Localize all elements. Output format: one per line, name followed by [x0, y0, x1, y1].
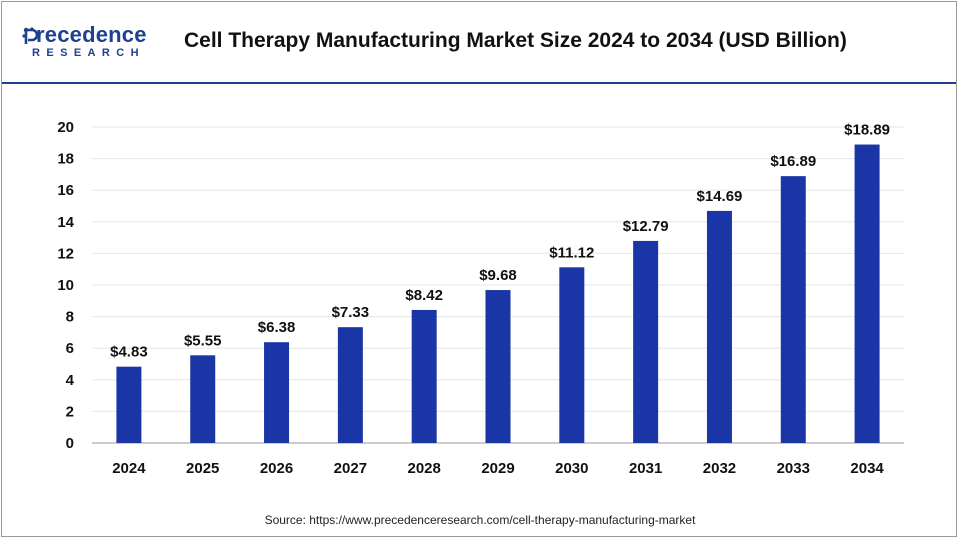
x-tick-label: 2024: [112, 460, 146, 477]
y-tick-label: 10: [57, 277, 74, 294]
data-label: $12.79: [623, 218, 669, 235]
bar: [116, 366, 142, 443]
x-tick-label: 2032: [703, 460, 736, 477]
logo-wordmark: recedence: [36, 22, 147, 47]
data-label: $6.38: [258, 319, 296, 336]
logo-subtitle: RESEARCH: [32, 47, 145, 59]
y-tick-label: 16: [57, 182, 74, 199]
x-tick-label: 2034: [850, 460, 884, 477]
x-tick-label: 2026: [260, 460, 293, 477]
header-bar: recedence RESEARCH Cell Therapy Manufact…: [2, 2, 956, 84]
data-label: $8.42: [405, 287, 443, 304]
bar: [706, 210, 732, 443]
chart-title: Cell Therapy Manufacturing Market Size 2…: [184, 29, 847, 52]
y-tick-label: 18: [57, 151, 74, 168]
logo-p-icon: [22, 27, 38, 44]
y-tick-label: 6: [66, 340, 74, 357]
y-tick-label: 12: [57, 245, 74, 262]
data-label: $16.89: [770, 153, 816, 170]
x-tick-label: 2028: [407, 460, 440, 477]
bar: [559, 267, 585, 443]
bar: [854, 144, 880, 443]
bar: [780, 176, 806, 443]
bar: [190, 355, 216, 443]
x-tick-label: 2027: [334, 460, 367, 477]
y-tick-label: 0: [66, 435, 74, 452]
bar: [337, 327, 363, 443]
bar-chart: 0 2 4 6 8 10 12 14 16 18 20 $4.83 2024 $5.55 2025 $6.38…: [57, 119, 904, 477]
x-tick-label: 2031: [629, 460, 662, 477]
bar: [633, 240, 659, 443]
x-tick-label: 2025: [186, 460, 219, 477]
x-tick-label: 2033: [777, 460, 810, 477]
data-label: $4.83: [110, 344, 148, 361]
data-label: $7.33: [332, 304, 370, 321]
y-tick-label: 4: [66, 372, 75, 389]
data-label: $5.55: [184, 332, 222, 349]
source-note: Source: https://www.precedenceresearch.c…: [264, 513, 696, 527]
y-tick-label: 14: [57, 214, 74, 231]
y-tick-label: 2: [66, 403, 74, 420]
x-tick-label: 2029: [481, 460, 514, 477]
brand-logo: recedence RESEARCH: [14, 16, 174, 68]
y-tick-label: 8: [66, 309, 74, 326]
y-tick-label: 20: [57, 119, 74, 136]
bar: [411, 309, 437, 443]
data-label: $11.12: [549, 244, 594, 261]
bar: [485, 290, 511, 443]
data-label: $18.89: [844, 122, 890, 139]
data-label: $9.68: [479, 267, 517, 284]
data-label: $14.69: [697, 188, 743, 205]
x-tick-label: 2030: [555, 460, 588, 477]
bar: [264, 342, 290, 443]
